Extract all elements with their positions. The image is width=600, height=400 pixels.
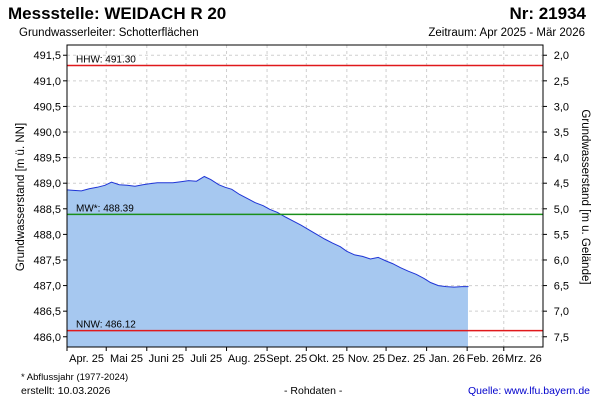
reference-label: HHW: 491.30 [76, 54, 136, 65]
right-tick-label: 3,5 [554, 127, 569, 139]
reference-label: NNW: 486.12 [76, 320, 136, 331]
y-tick-label: 486,5 [33, 306, 61, 318]
reference-lines: HHW: 491.30 MW*: 488.39 NNW: 486.12 [67, 54, 543, 332]
right-tick-label: 7,0 [554, 306, 569, 318]
x-tick-label: Apr. 25 [69, 353, 104, 365]
right-tick-label: 7,5 [554, 332, 569, 344]
y-tick-label: 487,0 [33, 281, 61, 293]
right-tick-label: 2,0 [554, 50, 569, 62]
station-number: Nr: 21934 [509, 4, 586, 23]
footnote: * Abflussjahr (1977-2024) [21, 372, 129, 383]
right-tick-label: 6,0 [554, 255, 569, 267]
x-tick-label: Juli 25 [190, 353, 222, 365]
right-tick-label: 4,5 [554, 178, 569, 190]
period-label: Zeitraum: Apr 2025 - Mär 2026 [428, 27, 585, 39]
x-tick-label: Okt. 25 [309, 353, 344, 365]
x-tick-label: Mrz. 26 [505, 353, 542, 365]
x-tick-label: Mai 25 [110, 353, 143, 365]
y-tick-label: 490,5 [33, 101, 61, 113]
reference-label: MW*: 488.39 [76, 203, 134, 214]
x-tick-label: Aug. 25 [228, 353, 266, 365]
y-tick-label: 491,5 [33, 50, 61, 62]
y-axis-ticks: 491,5 491,0 490,5 490,0 489,5 489,0 488,5 488,0… [33, 50, 67, 344]
y-tick-label: 488,0 [33, 229, 61, 241]
right-tick-label: 4,0 [554, 153, 569, 165]
y-tick-label: 491,0 [33, 76, 61, 88]
right-tick-label: 6,5 [554, 281, 569, 293]
created-date: erstellt: 10.03.2026 [21, 385, 111, 397]
y-tick-label: 486,0 [33, 332, 61, 344]
right-tick-label: 5,0 [554, 204, 569, 216]
right-axis-label: Grundwasserstand [m u. Gelände] [579, 109, 591, 284]
station-title: Messstelle: WEIDACH R 20 [8, 4, 227, 23]
raw-data-note: - Rohdaten - [284, 385, 343, 397]
y-tick-label: 489,0 [33, 178, 61, 190]
x-tick-label: Dez. 25 [387, 353, 425, 365]
x-tick-label: Juni 25 [149, 353, 184, 365]
right-axis-ticks: 2,0 2,5 3,0 3,5 4,0 4,5 5,0 5,5 6,0 6,5 7,0 7,5 [543, 50, 569, 344]
x-axis-ticks: Apr. 25 Mai 25 Juni 25 Juli 25 Aug. 25 Sept. … [66, 347, 542, 365]
source: Quelle: www.lfu.bayern.de [468, 385, 590, 397]
x-tick-label: Nov. 25 [348, 353, 385, 365]
y-tick-label: 489,5 [33, 153, 61, 165]
y-axis-label: Grundwasserstand [m ü. NN] [15, 123, 27, 271]
aquifer-label: Grundwasserleiter: Schotterflächen [19, 27, 199, 39]
right-tick-label: 3,0 [554, 101, 569, 113]
x-tick-label: Feb. 26 [467, 353, 504, 365]
y-tick-label: 488,5 [33, 204, 61, 216]
y-tick-label: 487,5 [33, 255, 61, 267]
level-line [66, 175, 469, 288]
right-tick-label: 2,5 [554, 76, 569, 88]
right-tick-label: 5,5 [554, 229, 569, 241]
x-tick-label: Sept. 25 [266, 353, 307, 365]
y-tick-label: 490,0 [33, 127, 61, 139]
source-link[interactable]: www.lfu.bayern.de [504, 385, 590, 397]
plot-frame [66, 44, 544, 348]
x-tick-label: Jan. 26 [429, 353, 465, 365]
source-label: Quelle: [468, 385, 502, 397]
level-area [67, 176, 469, 347]
